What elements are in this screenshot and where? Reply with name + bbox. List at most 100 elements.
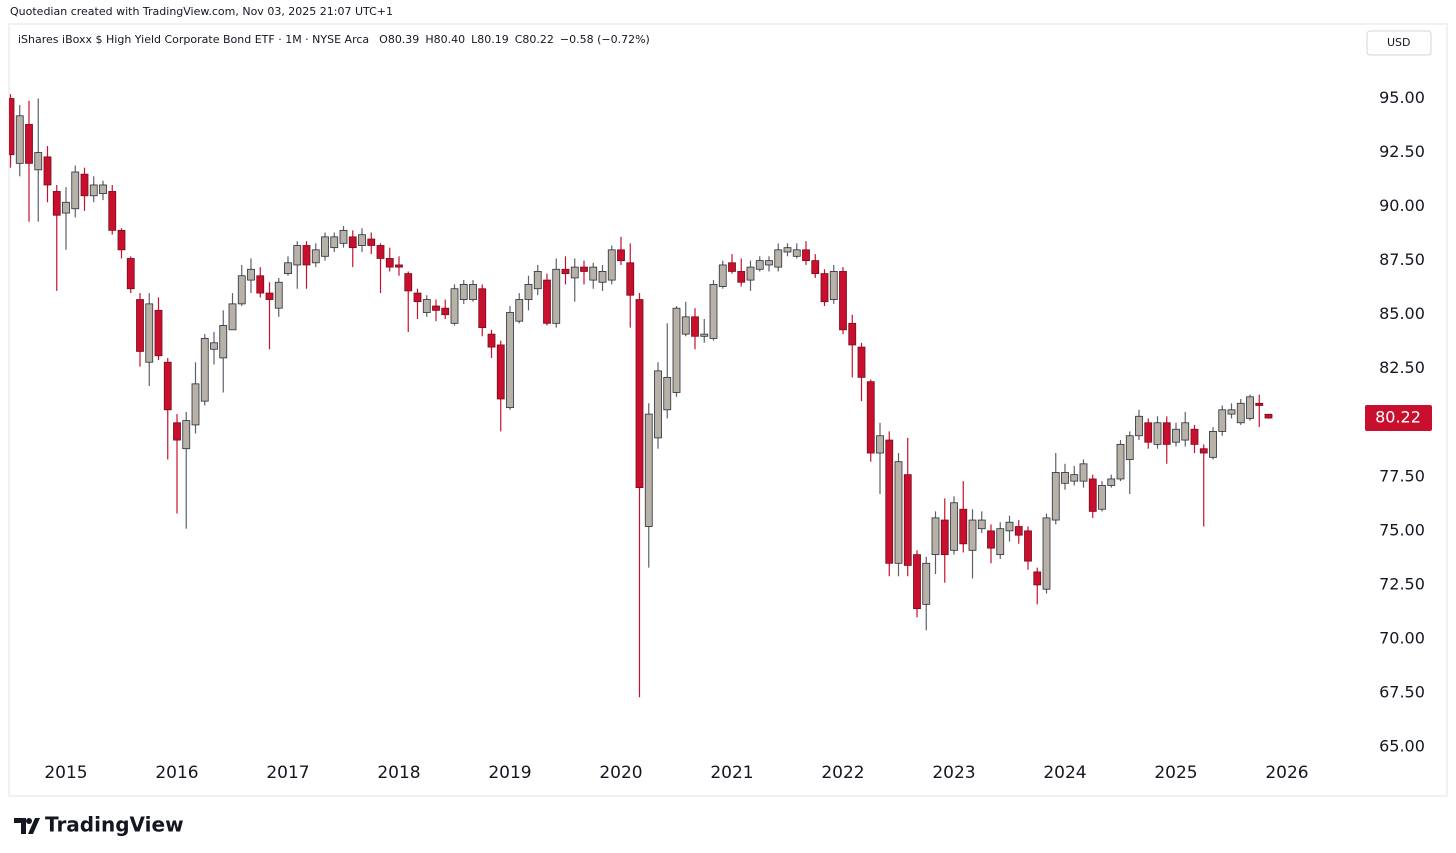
candle-body: [506, 312, 514, 409]
candle-body: [191, 383, 200, 426]
candle-body: [1227, 409, 1236, 415]
candle-body: [765, 260, 773, 266]
candle-body: [580, 266, 588, 272]
candle-body: [792, 249, 801, 257]
x-tick-label: 2015: [44, 763, 87, 783]
candle-body: [1098, 485, 1106, 510]
candle-body: [15, 115, 24, 164]
y-tick-label: 90.00: [1379, 196, 1425, 215]
x-tick-label: 2026: [1265, 763, 1308, 783]
candle-body: [71, 171, 80, 210]
candle-body: [589, 266, 598, 281]
candle-body: [959, 508, 968, 545]
candle-body: [950, 502, 958, 551]
brand: TradingView: [45, 813, 184, 837]
candle-body: [1199, 448, 1208, 454]
x-tick-label: 2023: [932, 763, 975, 783]
candle-body: [783, 247, 792, 253]
candle-body: [163, 361, 172, 411]
candle-body: [848, 322, 857, 346]
candle-body: [1218, 409, 1227, 432]
ohlc-value: H80.40: [425, 33, 465, 46]
credit: Quotedian created with TradingView.com, …: [10, 5, 393, 18]
candle-body: [996, 528, 1005, 556]
symbol: iShares iBoxx $ High Yield Corporate Bon…: [18, 33, 369, 46]
x-tick-label: 2025: [1154, 763, 1197, 783]
candle-body: [1051, 472, 1060, 521]
x-tick-label: 2017: [266, 763, 309, 783]
candles: [9, 94, 1273, 698]
candle-body: [829, 271, 838, 300]
y-tick-label: 65.00: [1379, 737, 1425, 756]
candle-body: [626, 262, 635, 296]
candle-body: [1070, 474, 1079, 482]
x-tick-label: 2022: [821, 763, 864, 783]
candle-body: [34, 152, 43, 171]
candle-body: [108, 191, 117, 231]
candle-body: [1125, 435, 1134, 460]
candle-body: [293, 245, 302, 266]
candle-body: [598, 271, 607, 283]
candle-body: [931, 517, 940, 556]
candle-body: [450, 288, 459, 324]
candle-body: [524, 284, 533, 300]
y-tick-label: 82.50: [1379, 358, 1425, 377]
candle-body: [99, 184, 107, 195]
y-tick-label: 85.00: [1379, 304, 1425, 323]
candle-body: [274, 281, 283, 309]
candle-body: [80, 173, 89, 197]
candle-body: [663, 376, 672, 411]
candle-body: [533, 271, 542, 290]
candle-body: [543, 279, 551, 324]
candle-body: [1061, 472, 1069, 484]
candle-body: [718, 264, 727, 287]
candle-body: [145, 303, 154, 363]
candle-body: [117, 229, 126, 251]
y-tick-label: 87.50: [1379, 250, 1425, 269]
candle-body: [709, 284, 718, 339]
candle-body: [644, 413, 653, 527]
candle-body: [469, 284, 477, 300]
candle-body: [1014, 526, 1023, 536]
candle-body: [1024, 530, 1032, 562]
candle-body: [52, 191, 61, 216]
candle-body: [1033, 571, 1042, 586]
candle-body: [311, 249, 320, 264]
candle-body: [330, 236, 339, 249]
currency-box: [1366, 30, 1432, 56]
candle-body: [256, 275, 265, 294]
candle-body: [1005, 521, 1014, 532]
candle-body: [62, 201, 70, 214]
candle-body: [728, 262, 736, 272]
candle-body: [552, 268, 561, 324]
logo: [14, 818, 40, 834]
candle-body: [182, 420, 191, 450]
candle-body: [284, 262, 292, 275]
candle-body: [265, 292, 274, 300]
candle-body: [570, 266, 579, 279]
candle-body: [746, 266, 755, 281]
candle-body: [617, 249, 625, 262]
candle-body: [404, 273, 413, 292]
candle-body: [885, 439, 894, 564]
candle-body: [1209, 431, 1217, 458]
candle-body: [1255, 402, 1264, 406]
candle-body: [515, 299, 524, 322]
candle-body: [839, 271, 847, 331]
candle-body: [1181, 422, 1190, 441]
candle-body: [1042, 517, 1051, 590]
candle-body: [922, 562, 931, 605]
candle-body: [876, 435, 884, 454]
candle-body: [210, 342, 218, 350]
candle-body: [894, 461, 903, 564]
candle-body: [339, 229, 348, 244]
change: −0.58 (−0.72%): [560, 33, 650, 46]
candle-body: [607, 249, 616, 281]
x-tick-label: 2020: [599, 763, 642, 783]
candle-body: [681, 316, 690, 335]
y-tick-label: 72.50: [1379, 574, 1425, 593]
candle-body: [1116, 443, 1125, 480]
candle-body: [487, 333, 496, 348]
candle-body: [228, 303, 237, 331]
